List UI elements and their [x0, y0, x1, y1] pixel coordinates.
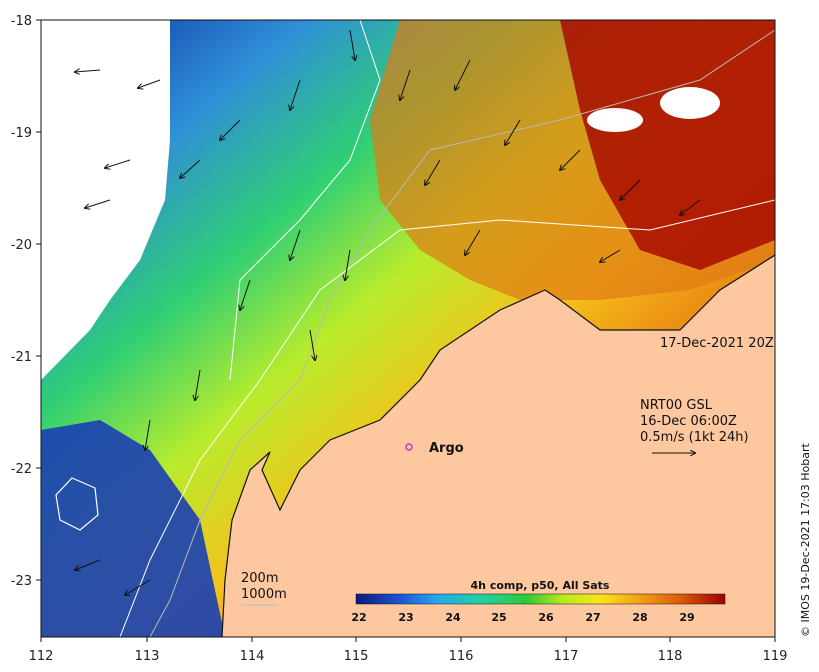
- date-stamp: 17-Dec-2021 20Z: [660, 336, 774, 351]
- current-arrow: [560, 149, 581, 170]
- x-tick-label: 117: [554, 649, 579, 664]
- colorbar-tick: 26: [538, 611, 554, 624]
- credit-text: © IMOS 19-Dec-2021 17:03 Hobart: [799, 442, 812, 637]
- current-arrow: [680, 199, 701, 215]
- colorbar-tick: 22: [351, 611, 366, 624]
- isobath-1000m: [229, 20, 381, 381]
- y-tick-label: -20: [11, 238, 32, 253]
- current-arrow: [220, 119, 241, 140]
- current-source: NRT00 GSL: [640, 398, 713, 413]
- x-tick-label: 116: [449, 649, 474, 664]
- y-tick-label: -21: [11, 350, 32, 365]
- argo-label: Argo: [429, 441, 464, 456]
- current-time: 16-Dec 06:00Z: [640, 414, 737, 429]
- x-tick-label: 114: [240, 649, 265, 664]
- coastline: [221, 254, 775, 637]
- current-arrow: [105, 159, 131, 168]
- current-arrow: [290, 229, 301, 260]
- x-tick-label: 113: [135, 649, 160, 664]
- current-arrow: [309, 329, 315, 360]
- colorbar-tick: 24: [445, 611, 461, 624]
- x-tick-label: 115: [344, 649, 369, 664]
- current-arrow: [465, 229, 481, 255]
- colorbar-title: 4h comp, p50, All Sats: [471, 579, 610, 592]
- colorbar: 4h comp, p50, All Sats 22 23 24 25 26 27…: [351, 579, 726, 624]
- y-axis: -18 -19 -20 -21 -22 -23: [11, 14, 41, 589]
- isobath-200-label: 200m: [241, 571, 278, 586]
- cloud-patch: [660, 87, 720, 119]
- current-arrow: [620, 179, 641, 200]
- x-tick-label: 118: [658, 649, 683, 664]
- isobath-200m: [149, 29, 775, 637]
- x-axis: 112 113 114 115 116 117 118 119: [29, 637, 788, 664]
- current-arrow: [349, 29, 355, 60]
- eddy-contour: [55, 477, 99, 531]
- current-arrow: [75, 559, 101, 570]
- isobath-1000-label: 1000m: [241, 587, 287, 602]
- plot-frame: [40, 19, 776, 638]
- sst-hot-region: [560, 20, 775, 270]
- colorbar-tick: 23: [398, 611, 413, 624]
- x-tick-label: 112: [29, 649, 54, 664]
- current-arrow: [138, 79, 161, 88]
- current-arrow: [400, 69, 411, 100]
- plot-area: [41, 20, 775, 637]
- current-arrow: [505, 119, 521, 145]
- colorbar-tick: 27: [585, 611, 600, 624]
- land-mass: [222, 255, 775, 637]
- sst-cold-region: [41, 420, 225, 637]
- current-arrow: [85, 199, 111, 208]
- y-tick-label: -22: [11, 462, 32, 477]
- current-arrow: [75, 70, 101, 72]
- colorbar-tick: 25: [491, 611, 506, 624]
- current-arrow: [600, 249, 621, 262]
- current-arrow: [145, 419, 151, 450]
- current-arrow: [125, 579, 151, 595]
- current-vectors: [75, 29, 701, 595]
- colorbar-tick: 28: [632, 611, 647, 624]
- cloud-mask: [41, 20, 165, 380]
- current-arrow: [240, 279, 251, 310]
- isobath-1000m: [119, 199, 775, 637]
- current-arrow: [290, 79, 301, 110]
- y-tick-label: -19: [11, 126, 32, 141]
- y-tick-label: -18: [11, 14, 32, 29]
- x-tick-label: 119: [763, 649, 788, 664]
- current-arrow: [455, 59, 471, 90]
- colorbar-scale: [355, 593, 726, 605]
- current-scale: 0.5m/s (1kt 24h): [640, 430, 749, 445]
- current-arrow: [345, 249, 351, 280]
- argo-marker: [405, 443, 413, 451]
- current-arrow: [180, 159, 201, 178]
- current-arrow: [425, 159, 441, 185]
- colorbar-tick: 29: [679, 611, 694, 624]
- cloud-patch: [587, 108, 643, 132]
- current-arrow: [195, 369, 201, 400]
- y-tick-label: -23: [11, 574, 32, 589]
